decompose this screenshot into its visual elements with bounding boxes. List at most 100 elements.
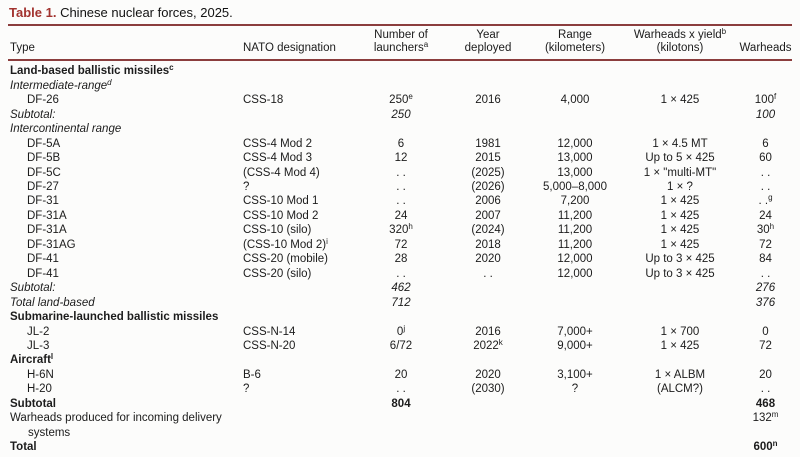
cell-nato: CSS-18 (243, 94, 284, 107)
cell-range (529, 310, 621, 324)
nuclear-forces-table: Type NATO designation Number of launchersa Y… (8, 26, 792, 455)
cell-yield (621, 108, 739, 122)
cell-launchers: 320h (389, 222, 413, 237)
cell-launchers (355, 310, 447, 324)
cell-launchers: 28 (394, 253, 408, 266)
cell-type: Subtotal: (10, 282, 56, 295)
cell-year (447, 296, 529, 310)
cell-type: Intercontinental range (10, 123, 122, 136)
cell-type: DF-31 (27, 195, 59, 208)
cell-year: 2022k (473, 338, 503, 353)
cell-yield (621, 79, 739, 93)
cell-warheads: 72 (759, 340, 772, 353)
cell-warheads: . .g (758, 193, 773, 208)
cell-type: DF-31A (27, 209, 67, 222)
cell-year (447, 397, 529, 411)
cell-yield: 1 × 425 (660, 195, 700, 208)
cell-launchers: 250e (389, 92, 413, 107)
cell-nato (243, 440, 355, 454)
cell-range: 7,200 (560, 195, 590, 208)
cell-launchers: . . (396, 181, 406, 194)
cell-range: 3,100+ (557, 368, 593, 381)
cell-warheads: 6 (762, 137, 769, 150)
cell-type: H-20 (27, 383, 52, 396)
cell-nato (243, 108, 355, 122)
cell-nato (243, 281, 355, 295)
cell-yield: 1 × 425 (660, 209, 700, 222)
cell-type: DF-31A (27, 224, 67, 237)
table-row: DF-5B CSS-4 Mod 3 12 2015 13,000 Up to 5 × 42… (8, 151, 792, 165)
table-row: DF-31 CSS-10 Mod 1 . . 2006 7,200 1 × 425 . .g (8, 194, 792, 208)
cell-range: 11,200 (557, 209, 593, 222)
cell-nato (243, 60, 355, 78)
cell-yield: (ALCM?) (656, 383, 703, 396)
cell-nato: CSS-4 Mod 3 (243, 152, 313, 165)
cell-launchers: 6/72 (389, 340, 413, 353)
cell-warheads (739, 122, 792, 136)
cell-launchers: 0j (396, 323, 406, 338)
table-row: DF-26 CSS-18 250e 2016 4,000 1 × 425 100f (8, 93, 792, 107)
cell-type: Aircraftl (10, 352, 54, 367)
cell-nato (243, 411, 355, 440)
table-row: Submarine-launched ballistic missiles (8, 310, 792, 324)
cell-type: DF-27 (27, 181, 59, 194)
table-header: Type NATO designation Number of launchersa Y… (8, 26, 792, 62)
cell-year: 2016 (475, 94, 501, 107)
table-row: H-20? . . (2030)? (ALCM?) . . (8, 382, 792, 396)
table-row: JL-3 CSS-N-20 6/72 2022k 9,000+ 1 × 425 72 (8, 339, 792, 353)
cell-year: 2016 (475, 325, 501, 338)
table-row: Total 600n (8, 440, 792, 454)
cell-range: ? (571, 383, 579, 396)
table-row: DF-27? . . (2026) 5,000–8,000 1 × ? . . (8, 180, 792, 194)
cell-nato: CSS-10 Mod 2 (243, 209, 319, 222)
cell-range (529, 411, 621, 440)
cell-launchers: . . (396, 195, 406, 208)
cell-year: 2020 (475, 368, 501, 381)
cell-range (529, 353, 621, 367)
cell-year: (2026) (471, 181, 505, 194)
cell-yield (621, 60, 739, 78)
table-row: DF-41 CSS-20 (mobile) 28 2020 12,000 Up to 3 … (8, 252, 792, 266)
cell-year (447, 353, 529, 367)
cell-year (447, 411, 529, 440)
cell-launchers: . . (396, 166, 406, 179)
cell-nato: CSS-10 Mod 1 (243, 195, 319, 208)
cell-yield: 1 × ? (667, 181, 693, 194)
cell-warheads: 132m (752, 410, 779, 425)
cell-warheads: 600n (753, 439, 778, 454)
cell-warheads: . . (760, 181, 771, 194)
cell-nato: ? (243, 181, 250, 194)
cell-range: 11,200 (557, 224, 593, 237)
cell-launchers: 24 (394, 209, 408, 222)
cell-range: 9,000+ (557, 340, 593, 353)
cell-launchers: . . (396, 383, 406, 396)
cell-year: 2006 (475, 195, 501, 208)
table-row: DF-31A CSS-10 (silo) 320h (2024) 11,200 1 × 4… (8, 223, 792, 237)
cell-yield: 1 × ALBM (654, 368, 706, 381)
header-row: Type NATO designation Number of launchersa Y… (8, 26, 792, 62)
column-header-type: Type (8, 26, 243, 62)
cell-launchers: 20 (394, 368, 408, 381)
cell-warheads (739, 310, 792, 324)
cell-yield: 1 × 425 (660, 340, 700, 353)
table-row: DF-31AG (CSS-10 Mod 2)i 72 2018 11,200 1 × 42… (8, 237, 792, 252)
table-row: Land-based ballistic missilesc (8, 60, 792, 78)
cell-nato: CSS-4 Mod 2 (243, 137, 313, 150)
cell-launchers: 72 (394, 238, 408, 251)
column-header-range: Range (kilometers) (529, 26, 621, 62)
cell-launchers (355, 440, 447, 454)
cell-yield: Up to 3 × 425 (645, 253, 715, 266)
cell-warheads: 376 (755, 296, 776, 309)
cell-nato (243, 310, 355, 324)
table-row: Aircraftl (8, 353, 792, 367)
cell-year: 2018 (475, 238, 501, 251)
cell-launchers: 6 (397, 137, 405, 150)
table-row: Intercontinental range (8, 122, 792, 136)
cell-launchers: 250 (391, 108, 411, 121)
cell-type: JL-2 (27, 325, 50, 338)
cell-yield: 1 × "multi-MT" (643, 166, 717, 179)
cell-range: 12,000 (557, 267, 593, 280)
cell-launchers (355, 60, 447, 78)
cell-warheads: 100 (755, 108, 776, 121)
cell-yield (621, 122, 739, 136)
